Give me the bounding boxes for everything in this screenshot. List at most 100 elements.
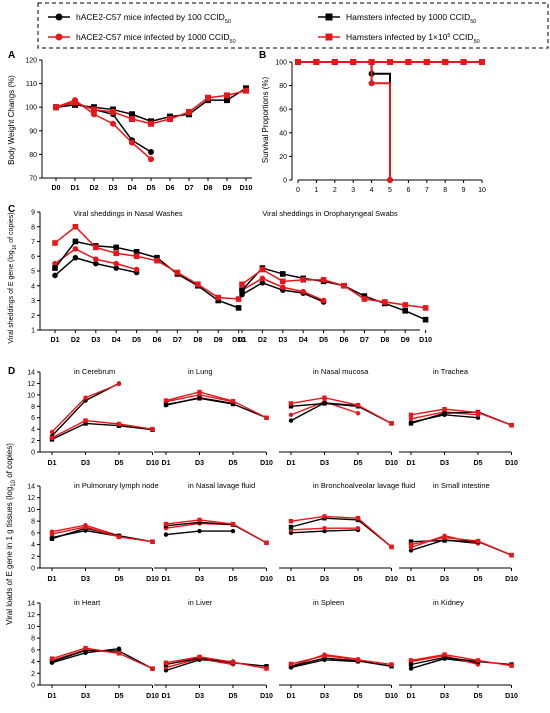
panel-d-heart-xtick-label: D10 bbox=[146, 693, 159, 700]
panel-d-trachea-xtick-label: D5 bbox=[474, 460, 483, 467]
panel-d-pulmonary-lymph-node-point-square bbox=[150, 539, 155, 544]
panel-d-ylabel: Viral loads of E gene in 1 g tissues (lo… bbox=[5, 443, 17, 625]
panel-d-heart-point-square bbox=[150, 666, 155, 671]
panel-d-small-intestine-point-square bbox=[442, 538, 447, 543]
panel-b-point-circle bbox=[350, 59, 357, 65]
panel-d-heart-xtick-label: D3 bbox=[81, 693, 90, 700]
panel-c-right-point-square bbox=[402, 308, 408, 314]
panel-d-nasal-mucosa-xtick-label: D3 bbox=[320, 460, 329, 467]
panel-d-kidney-xtick-label: D1 bbox=[407, 693, 416, 700]
panel-d-cerebrum-series-line-2 bbox=[51, 422, 153, 441]
panel-c-xtick-label: D7 bbox=[173, 337, 182, 344]
panel-c-xtick-label: D6 bbox=[340, 337, 349, 344]
panel-c-ytick-label: 5 bbox=[31, 269, 35, 276]
panel-a-point-circle bbox=[91, 111, 97, 118]
panel-b-ytick-label: 80 bbox=[279, 83, 287, 90]
panel-d-pulmonary-lymph-node-ytick-label: 0 bbox=[31, 566, 35, 573]
panel-a-xtick-label: D0 bbox=[52, 185, 61, 192]
panel-d-pulmonary-lymph-node-xtick-label: D1 bbox=[48, 576, 57, 583]
panel-c-left-point-square bbox=[154, 254, 160, 261]
panel-c-xtick-label: D3 bbox=[91, 337, 100, 344]
panel-d-lung-point-square bbox=[163, 398, 169, 403]
panel-c-xtick-label: D8 bbox=[380, 337, 389, 344]
panel-d-lung-xtick-label: D3 bbox=[195, 460, 204, 467]
panel-d-pulmonary-lymph-node-xtick-label: D3 bbox=[81, 576, 90, 583]
panel-b-ytick-label: 0 bbox=[283, 178, 287, 185]
panel-d-nasal-mucosa: D1 D3 D5 D10 in Nasal mucosa bbox=[279, 367, 398, 467]
panel-d-nasal-lavage-fluid-xtick-label: D3 bbox=[195, 576, 204, 583]
panel-d-kidney-xtick-label: D5 bbox=[474, 693, 483, 700]
panel-d-nasal-mucosa-series-line-3 bbox=[290, 397, 392, 425]
panel-d-heart-point-square bbox=[116, 648, 122, 654]
legend: hACE2-C57 mice infected by 100 CCID50 Ham… bbox=[37, 2, 549, 49]
panel-a-xtick-label: D4 bbox=[128, 185, 137, 192]
panel-d-kidney-point-square bbox=[408, 658, 414, 663]
panel-d-trachea-xtick-label: D1 bbox=[407, 460, 416, 467]
panel-c-left-point-square bbox=[93, 244, 99, 251]
panel-d-heart-series-line-3 bbox=[51, 647, 153, 670]
panel-a-point-circle bbox=[148, 149, 154, 156]
panel-d-liver-point-square bbox=[230, 659, 236, 665]
panel-c-xtick-label: D9 bbox=[214, 337, 223, 344]
panel-d-nasal-lavage-fluid-point-square bbox=[197, 520, 202, 525]
panel-c-right-series-line-2 bbox=[241, 267, 426, 321]
panel-c-xtick-label: D2 bbox=[71, 337, 80, 344]
panel-b-series-line-3 bbox=[298, 61, 391, 180]
panel-d-small-intestine-point-square bbox=[509, 552, 514, 558]
panel-d-nasal-lavage-fluid-series-line-3 bbox=[165, 519, 267, 544]
legend-label-1: Hamsters infected by 1000 CCID50 bbox=[346, 12, 476, 25]
panel-d-trachea: D1 D3 D5 D10 in Trachea bbox=[399, 367, 518, 467]
panel-d-heart-title: in Heart bbox=[74, 598, 101, 607]
panel-d-nasal-lavage-fluid-xtick-label: D1 bbox=[162, 576, 171, 583]
panel-c-xtick-label: D7 bbox=[360, 337, 369, 344]
legend-label-3: Hamsters infected by 1×105 CCID50 bbox=[346, 32, 480, 45]
legend-label-0: hACE2-C57 mice infected by 100 CCID50 bbox=[76, 12, 231, 25]
panel-d-heart-ytick-label: 12 bbox=[27, 612, 35, 619]
panel-d-spleen-xtick-label: D1 bbox=[287, 693, 296, 700]
panel-d-pulmonary-lymph-node-ytick-label: 8 bbox=[31, 519, 35, 526]
panel-d-nasal-mucosa-point-circle bbox=[288, 412, 294, 418]
panel-d-pulmonary-lymph-node-series-line-3 bbox=[51, 526, 153, 543]
panel-d-small-intestine-title: in Small intestine bbox=[433, 481, 490, 490]
panel-d-liver-point-square bbox=[264, 666, 269, 671]
panel-d-cerebrum-ytick-label: 8 bbox=[31, 404, 35, 411]
panel-d-kidney-point-square bbox=[442, 652, 447, 657]
panel-d-spleen-series-line-2 bbox=[290, 657, 392, 667]
panel-b-ytick-label: 40 bbox=[279, 130, 287, 137]
panel-d-lung-point-square bbox=[264, 415, 269, 420]
panel-d-spleen-point-square bbox=[288, 664, 294, 669]
panel-d-trachea-point-square bbox=[442, 410, 447, 416]
panel-d-kidney-xtick-label: D3 bbox=[440, 693, 449, 700]
panel-d-cerebrum-ytick-label: 14 bbox=[27, 370, 35, 377]
panel-d-nasal-lavage-fluid: D1 D3 D5 D10 in Nasal lavage fluid bbox=[154, 481, 273, 583]
panel-a-xtick-label: D10 bbox=[240, 185, 253, 192]
panel-b-ytick-label: 20 bbox=[279, 154, 287, 161]
panel-d-heart-ytick-label: 0 bbox=[31, 683, 35, 690]
panel-c-right-point-square bbox=[361, 293, 368, 299]
panel-c-right-point-square bbox=[300, 277, 306, 283]
panel-d-cerebrum-ytick-label: 0 bbox=[31, 450, 35, 457]
panel-d-cerebrum-xtick-label: D1 bbox=[48, 460, 57, 467]
panel-c-left-point-square bbox=[235, 305, 242, 311]
panel-b-point-square bbox=[460, 59, 467, 65]
legend-label-2: hACE2-C57 mice infected by 1000 CCID50 bbox=[76, 32, 236, 45]
panel-d-kidney-point-square bbox=[408, 662, 414, 667]
panel-d-lung-point-square bbox=[230, 401, 236, 407]
panel-b-xtick-label: 0 bbox=[296, 187, 300, 194]
legend-marker-square bbox=[325, 33, 333, 41]
panel-d-trachea-point-circle bbox=[408, 416, 414, 422]
panel-d-heart-point-square bbox=[49, 659, 55, 664]
panel-d-kidney-xtick-label: D10 bbox=[505, 693, 518, 700]
panel-a-xtick-label: D2 bbox=[90, 185, 99, 192]
panel-d-spleen-xtick-label: D10 bbox=[385, 693, 398, 700]
panel-d-cerebrum-ytick-label: 10 bbox=[27, 392, 35, 399]
panel-c-right-point-square bbox=[239, 281, 245, 288]
panel-c-right-point-square bbox=[422, 305, 429, 311]
panel-c-left-series-line-3 bbox=[54, 225, 239, 300]
panel-d-nasal-lavage-fluid-point-square bbox=[230, 521, 236, 527]
panel-c-title-left: Viral sheddings in Nasal Washes bbox=[73, 209, 182, 218]
panel-c-xtick-label: D1 bbox=[238, 337, 247, 344]
panel-c-right-point-circle bbox=[300, 288, 307, 295]
panel-d-bronchoalveolar-lavage-fluid-point-circle bbox=[322, 525, 327, 531]
panel-label-b: B bbox=[259, 50, 266, 61]
